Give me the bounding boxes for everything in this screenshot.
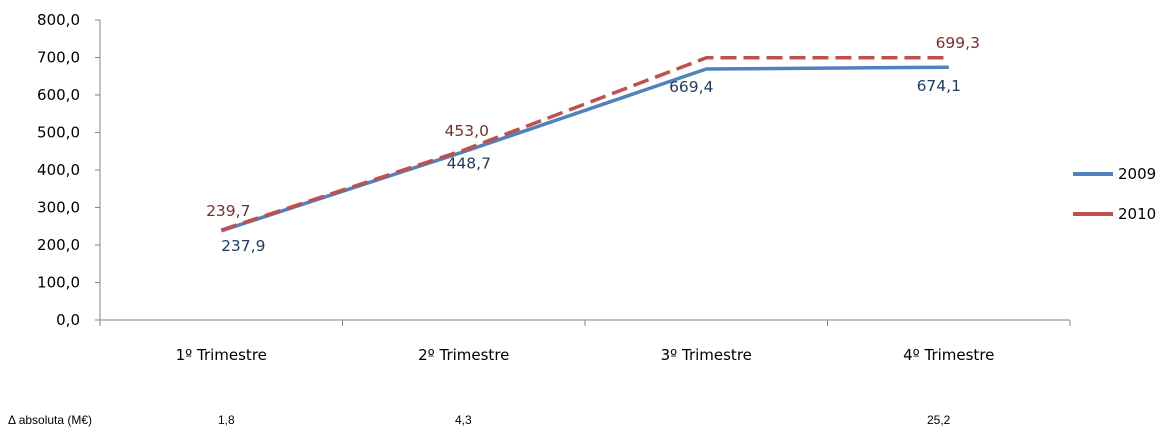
data-label-2009-2: 448,7 <box>447 155 491 173</box>
data-label-2010-4: 699,3 <box>936 34 980 52</box>
x-tick-label: 2º Trimestre <box>418 346 509 364</box>
y-axis-ticks: 0,0 100,0 200,0 300,0 400,0 500,0 600,0 700,0 80… <box>37 11 100 329</box>
y-tick-label: 100,0 <box>37 274 80 292</box>
y-tick-label: 400,0 <box>37 161 80 179</box>
x-tick-label: 4º Trimestre <box>903 346 994 364</box>
data-label-2009-4: 674,1 <box>917 77 961 95</box>
y-tick-label: 600,0 <box>37 86 80 104</box>
legend-label-2009: 2009 <box>1118 165 1156 183</box>
x-axis-ticks: 1º Trimestre 2º Trimestre 3º Trimestre 4º T… <box>99 320 1071 364</box>
data-label-2009-3: 669,4 <box>669 78 713 96</box>
x-tick-label: 1º Trimestre <box>176 346 267 364</box>
data-label-2009-1: 237,9 <box>221 237 265 255</box>
y-tick-label: 500,0 <box>37 124 80 142</box>
legend-label-2010: 2010 <box>1118 205 1156 223</box>
chart-series <box>220 56 949 233</box>
x-tick-label: 3º Trimestre <box>661 346 752 364</box>
y-tick-label: 800,0 <box>37 11 80 29</box>
y-tick-label: 700,0 <box>37 49 80 67</box>
footer-delta-value-q2: 4,3 <box>455 413 472 427</box>
chart-axes <box>99 20 1070 321</box>
chart-legend: 2009 2010 <box>1073 165 1156 223</box>
data-label-2010-1: 239,7 <box>206 202 250 220</box>
footer-delta-row: Δ absoluta (M€) 1,8 4,3 25,2 <box>0 413 1171 431</box>
series-line-2010 <box>220 56 949 232</box>
footer-delta-value-q1: 1,8 <box>218 413 235 427</box>
footer-delta-label: Δ absoluta (M€) <box>8 413 93 427</box>
y-tick-label: 200,0 <box>37 236 80 254</box>
y-tick-label: 300,0 <box>37 199 80 217</box>
data-label-2010-2: 453,0 <box>445 122 489 140</box>
series-line-2009 <box>220 65 949 233</box>
data-labels: 237,9 448,7 669,4 674,1 239,7 453,0 699,3 <box>206 34 980 255</box>
y-tick-label: 0,0 <box>56 311 80 329</box>
footer-delta-value-q4: 25,2 <box>927 413 951 427</box>
